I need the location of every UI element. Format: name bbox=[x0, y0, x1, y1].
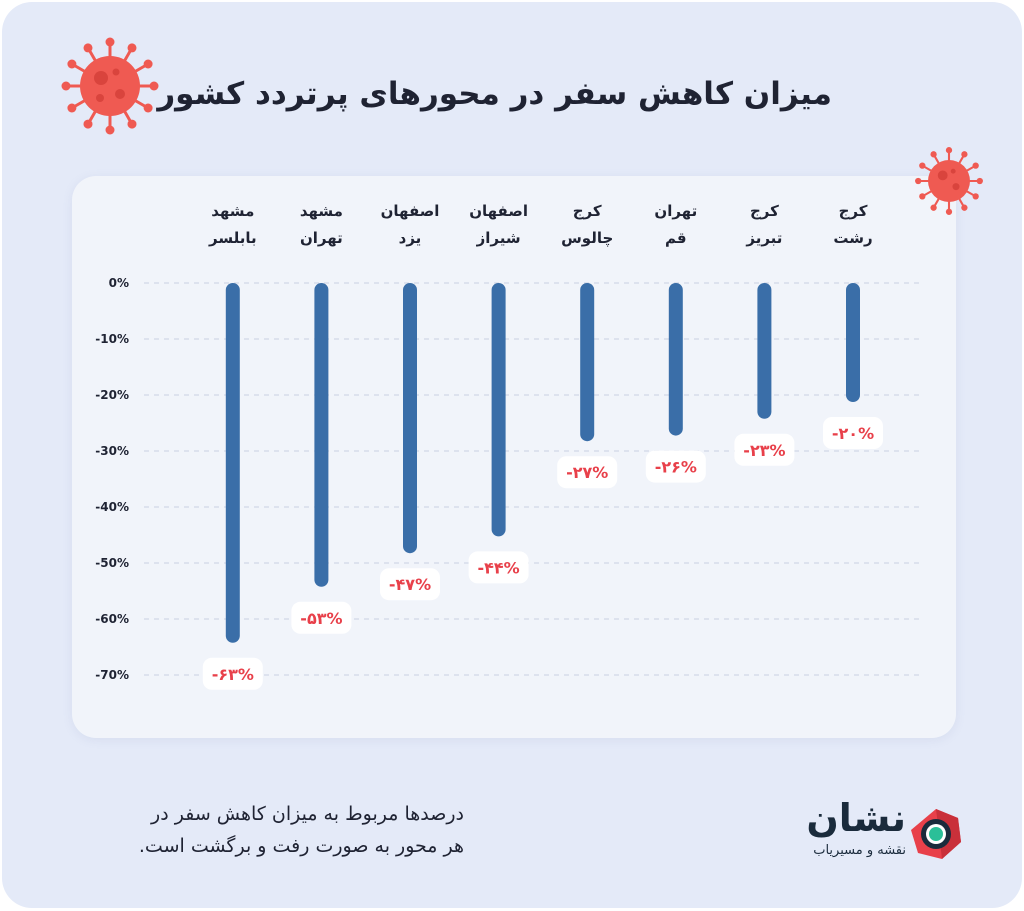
y-tick-label: -60% bbox=[95, 612, 129, 626]
virus-icon bbox=[61, 37, 159, 135]
category-label: بابلسر bbox=[208, 229, 257, 247]
value-label: -۶۳% bbox=[212, 665, 254, 684]
category-label: کرج bbox=[573, 202, 602, 220]
value-label: -۴۷% bbox=[389, 575, 431, 594]
value-label: -۲۰% bbox=[832, 424, 874, 443]
category-label: تبریز bbox=[745, 229, 782, 247]
value-label: -۵۳% bbox=[300, 609, 342, 628]
page-title: میزان کاهش سفر در محورهای پرتردد کشور bbox=[157, 76, 832, 112]
brand-tagline: نقشه و مسیریاب bbox=[813, 843, 906, 858]
value-label: -۲۶% bbox=[655, 458, 697, 477]
category-label: شیراز bbox=[476, 229, 521, 247]
category-label: کرج bbox=[750, 202, 779, 220]
category-label: تهران bbox=[654, 202, 697, 220]
category-label: تهران bbox=[300, 229, 343, 247]
value-label-bg bbox=[380, 568, 440, 601]
value-label: -۴۴% bbox=[477, 558, 519, 577]
y-tick-label: -30% bbox=[95, 444, 129, 458]
value-label-bg bbox=[734, 433, 795, 466]
virus-icon bbox=[915, 147, 983, 215]
value-label: -۲۷% bbox=[566, 463, 608, 482]
y-tick-label: -10% bbox=[95, 332, 129, 346]
footnote: درصدها مربوط به میزان کاهش سفر در هر محو… bbox=[64, 798, 464, 862]
category-label: رشت bbox=[833, 229, 872, 247]
y-tick-label: -20% bbox=[95, 388, 129, 402]
y-tick-label: -70% bbox=[95, 668, 129, 682]
brand-name: نشان bbox=[806, 796, 906, 840]
category-label: اصفهان bbox=[381, 202, 440, 220]
value-label: -۲۳% bbox=[743, 441, 785, 460]
category-label: اصفهان bbox=[469, 202, 528, 220]
value-label-bg bbox=[823, 417, 883, 449]
value-label-bg bbox=[557, 456, 618, 489]
y-tick-label: -50% bbox=[95, 556, 129, 570]
brand: نشان نقشه و مسیریاب bbox=[782, 796, 972, 868]
value-label-bg bbox=[645, 450, 706, 483]
y-tick-label: 0% bbox=[109, 276, 129, 290]
category-label: کرج bbox=[839, 202, 868, 220]
category-label: مشهد bbox=[211, 202, 254, 220]
footnote-line: هر محور به صورت رفت و برگشت است. bbox=[138, 835, 464, 857]
footnote-line: درصدها مربوط به میزان کاهش سفر در bbox=[151, 803, 464, 825]
bar-chart: 0% -10% -20% -30% -40% -50% -60% -70% کرج رشت -۲۰%… bbox=[95, 202, 922, 690]
value-label-bg bbox=[468, 551, 529, 584]
y-tick-label: -40% bbox=[95, 500, 129, 514]
category-label: یزد bbox=[399, 229, 422, 247]
value-label-bg bbox=[291, 601, 352, 634]
category-label: قم bbox=[665, 229, 687, 247]
chart-card: 0% -10% -20% -30% -40% -50% -60% -70% کرج رشت -۲۰%… bbox=[72, 176, 956, 738]
value-label-bg bbox=[202, 657, 263, 690]
nshan-logo-icon bbox=[911, 809, 961, 859]
category-label: چالوس bbox=[561, 229, 613, 248]
category-label: مشهد bbox=[300, 202, 343, 220]
